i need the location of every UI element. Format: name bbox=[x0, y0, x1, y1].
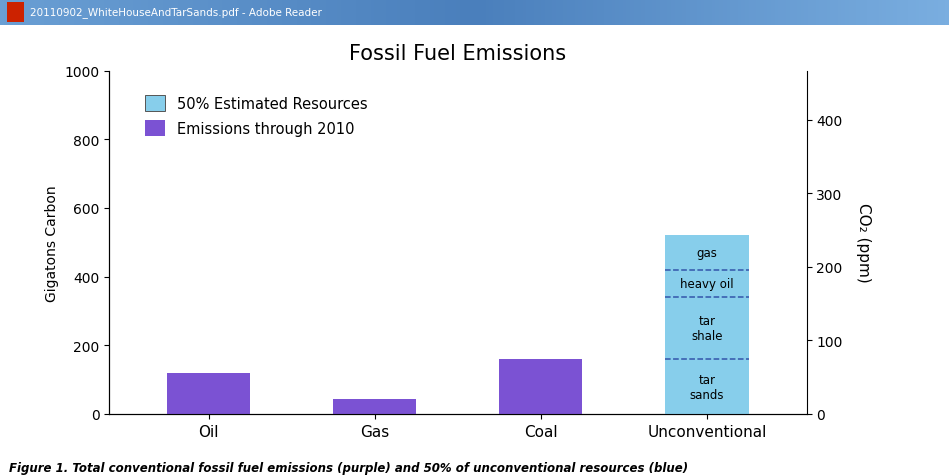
Text: gas: gas bbox=[697, 247, 717, 259]
Bar bbox=[499, 359, 583, 414]
Text: tar
sands: tar sands bbox=[690, 373, 724, 401]
Text: 20110902_WhiteHouseAndTarSands.pdf - Adobe Reader: 20110902_WhiteHouseAndTarSands.pdf - Ado… bbox=[30, 7, 323, 18]
Bar bbox=[7, 3, 24, 23]
Bar bbox=[665, 236, 749, 414]
Bar bbox=[167, 373, 251, 414]
Text: Figure 1. Total conventional fossil fuel emissions (purple) and 50% of unconvent: Figure 1. Total conventional fossil fuel… bbox=[9, 461, 689, 474]
Title: Fossil Fuel Emissions: Fossil Fuel Emissions bbox=[349, 44, 567, 64]
Y-axis label: CO₂ (ppm): CO₂ (ppm) bbox=[856, 203, 870, 283]
Y-axis label: Gigatons Carbon: Gigatons Carbon bbox=[45, 185, 59, 301]
Legend: 50% Estimated Resources, Emissions through 2010: 50% Estimated Resources, Emissions throu… bbox=[138, 89, 375, 144]
Bar bbox=[333, 399, 417, 414]
Text: heavy oil: heavy oil bbox=[680, 278, 734, 290]
Text: tar
shale: tar shale bbox=[691, 315, 723, 342]
